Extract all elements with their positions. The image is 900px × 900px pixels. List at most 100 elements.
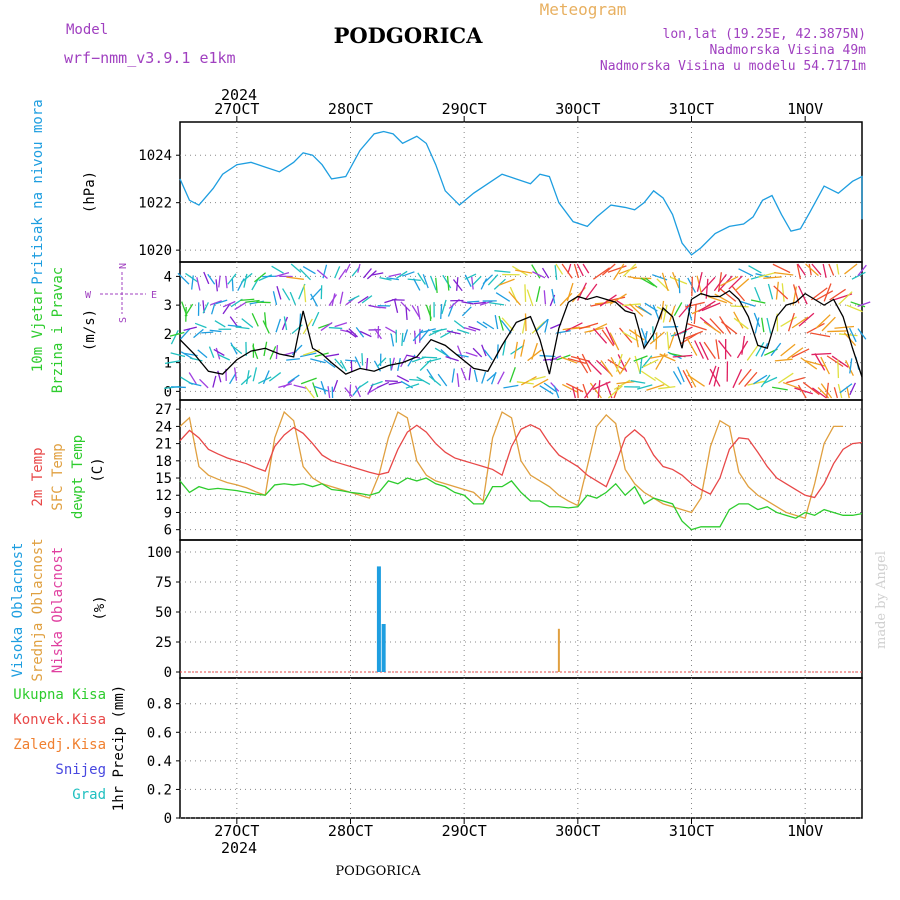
wind-barb [609, 332, 620, 351]
wind-barb [348, 328, 358, 338]
wind-barb [217, 354, 230, 361]
wind-barb [171, 386, 186, 389]
wind-barb [497, 371, 505, 385]
wind-barb [714, 293, 733, 305]
wind-barb [446, 275, 450, 291]
wind-barb [782, 381, 801, 390]
wind-barb [551, 288, 556, 304]
wind-barb [797, 263, 806, 276]
wind-barb [576, 282, 587, 301]
wind-barb [413, 278, 421, 291]
wind-barb [733, 317, 749, 330]
wind-barb [589, 382, 602, 399]
wind-barb [649, 354, 668, 359]
wind-barb [774, 271, 794, 276]
wind-barb [396, 375, 410, 383]
year-label-bottom: 2024 [221, 839, 257, 857]
wind-barb [476, 320, 488, 329]
wind-barb [363, 268, 372, 279]
wind-barb [170, 330, 179, 345]
wind-barb [668, 305, 676, 323]
wind-barb [666, 331, 670, 350]
pressure-label: Pritisak na nivou mora [30, 99, 46, 284]
wind-barb [581, 353, 592, 373]
wind-barb [833, 387, 839, 399]
wind-barb [715, 339, 720, 360]
wind-barb [406, 354, 421, 359]
wind-barb [359, 330, 372, 338]
wind-barb [703, 321, 721, 334]
wind-barb [193, 328, 204, 339]
wind-barb [310, 293, 319, 307]
wind-barb [815, 290, 834, 301]
wind-barb [672, 371, 682, 385]
cloud-label-2: Srednja Oblacnost [30, 538, 46, 681]
wind-barb [420, 328, 436, 334]
wind-barb [214, 320, 226, 328]
wind-barb [421, 356, 438, 359]
wind-barb [348, 295, 360, 302]
wind-barb [761, 317, 765, 333]
wind-barb [770, 342, 782, 357]
wind-barb [376, 381, 390, 389]
wind-barb [510, 344, 525, 355]
wind-barb [388, 273, 402, 278]
y-tick-labels: 1020102210240123469121518212427025507510… [138, 148, 180, 827]
wind-barb [811, 352, 832, 356]
cloud-bar [381, 624, 386, 672]
wind-barb [385, 326, 397, 334]
wind-barb [857, 328, 867, 340]
wind-barb [630, 380, 646, 384]
wind-barb [312, 382, 319, 398]
y-tick-label: 18 [155, 454, 172, 470]
day-label-bottom: 1NOV [787, 822, 823, 840]
wind-barb [629, 303, 644, 317]
wind-barb [365, 358, 369, 371]
wind-barb [183, 326, 197, 331]
wind-barb [467, 300, 480, 303]
wind-barb [544, 318, 549, 333]
wind-barb [642, 358, 659, 368]
pressure-series [179, 130, 863, 256]
wind-barb [811, 287, 828, 301]
wind-barb [230, 342, 238, 355]
wind-barb [566, 282, 574, 302]
wind-barb [763, 276, 782, 279]
wind-barb [222, 303, 231, 315]
wind-barb [760, 342, 769, 357]
wind-barb [397, 357, 401, 371]
y-tick-label: 6 [164, 523, 172, 539]
wind-barb [837, 359, 840, 379]
wind-barb [290, 263, 302, 273]
wind-barb [498, 278, 515, 286]
wind-barb [286, 276, 304, 280]
wind-barb [560, 356, 578, 364]
day-label-bottom: 28OCT [328, 822, 373, 840]
wind-barb [240, 298, 255, 302]
wind-barb [655, 332, 658, 350]
wind-barb [802, 381, 820, 396]
wind-barb [374, 306, 387, 309]
wind-barb [698, 341, 709, 361]
wind-barb [189, 357, 203, 362]
wind-barb [597, 380, 601, 399]
wind-barb [429, 275, 437, 291]
wind-label-1: 10m Vjetar [30, 288, 46, 372]
wind-barb [446, 330, 461, 335]
wind-barb [464, 274, 472, 287]
wind-barb [554, 265, 558, 280]
wind-barb [208, 346, 215, 359]
elevation-label: Nadmorska Visina 49m [709, 43, 866, 58]
wind-barb [463, 327, 477, 332]
wind-barb [310, 358, 326, 364]
wind-barb [490, 371, 497, 385]
wind-barb [412, 329, 424, 342]
wind-barb [633, 355, 648, 362]
wind-barb [243, 273, 248, 288]
wind-barb [732, 369, 743, 389]
wind-barb [621, 331, 639, 342]
wind-barb [747, 380, 765, 386]
wind-barb [235, 326, 250, 330]
wind-barb [451, 368, 455, 383]
